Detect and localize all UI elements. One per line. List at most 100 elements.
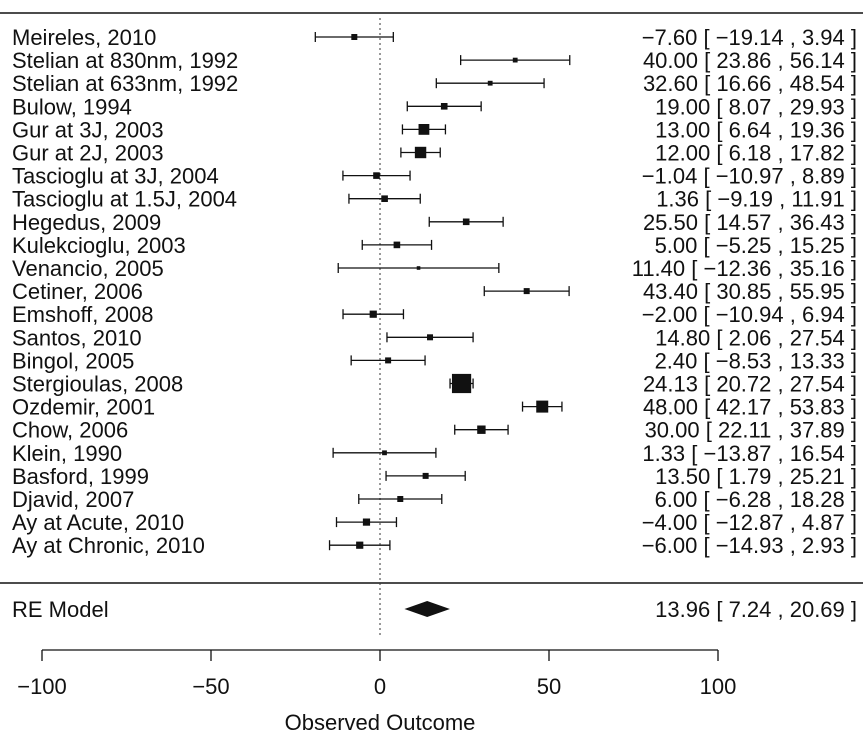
ci-value-text: 11.40 [ −12.36 , 35.16 ] [632,256,857,281]
ci-value-text: 1.33 [ −13.87 , 16.54 ] [642,441,857,466]
study-row: Stergioulas, 2008 24.13 [ 20.72 , 27.54 ] [12,372,857,397]
study-row: Bulow, 1994 19.00 [ 8.07 , 29.93 ] [12,94,857,119]
study-row: Santos, 2010 14.80 [ 2.06 , 27.54 ] [12,325,857,350]
study-label: Ay at Acute, 2010 [12,510,184,535]
ci-value-text: −7.60 [ −19.14 , 3.94 ] [642,25,857,50]
study-label: Hegedus, 2009 [12,210,161,235]
point-estimate [385,357,392,364]
point-estimate [440,103,448,110]
study-row: Tascioglu at 3J, 2004 −1.04 [ −10.97 , 8.… [12,164,857,189]
study-row: Gur at 3J, 2003 13.00 [ 6.64 , 19.36 ] [12,117,857,142]
point-estimate [422,472,429,479]
ci-value-text: 1.36 [ −9.19 , 11.91 ] [656,187,857,212]
x-axis: −100 −50 0 50 100 [17,649,737,699]
study-label: Tascioglu at 1.5J, 2004 [12,187,237,212]
study-rows: Meireles, 2010 −7.60 [ −19.14 , 3.94 ]Ste… [12,25,857,558]
study-row: Cetiner, 2006 43.40 [ 30.85 , 55.95 ] [12,279,857,304]
summary-row: RE Model 13.96 [ 7.24 , 20.69 ] [12,597,857,622]
study-label: Stelian at 633nm, 1992 [12,71,238,96]
study-row: Kulekcioglu, 2003 5.00 [ −5.25 , 15.25 ] [12,233,857,258]
x-tick-label: −50 [192,674,229,699]
ci-value-text: 25.50 [ 14.57 , 36.43 ] [643,210,857,235]
ci-value-text: 24.13 [ 20.72 , 27.54 ] [643,372,857,397]
study-label: Venancio, 2005 [12,256,164,281]
study-row: Ay at Chronic, 2010 −6.00 [ −14.93 , 2.93… [12,533,857,558]
point-estimate [393,241,401,249]
study-row: Venancio, 2005 11.40 [ −12.36 , 35.16 ] [12,256,857,281]
study-row: Hegedus, 2009 25.50 [ 14.57 , 36.43 ] [12,210,857,235]
study-label: Djavid, 2007 [12,487,134,512]
ci-value-text: 5.00 [ −5.25 , 15.25 ] [655,233,857,258]
x-tick-label: 0 [374,674,386,699]
study-label: Meireles, 2010 [12,25,156,50]
study-label: Gur at 2J, 2003 [12,141,164,166]
x-axis-label: Observed Outcome [285,710,476,735]
point-estimate [382,450,387,456]
study-label: Basford, 1999 [12,464,149,489]
point-estimate [362,518,371,526]
point-estimate [397,496,404,502]
study-row: Stelian at 633nm, 1992 32.60 [ 16.66 , 48… [12,71,857,96]
ci-value-text: −4.00 [ −12.87 , 4.87 ] [642,510,857,535]
study-label: Stergioulas, 2008 [12,372,183,397]
study-row: Klein, 1990 1.33 [ −13.87 , 16.54 ] [12,441,857,466]
ci-value-text: 12.00 [ 6.18 , 17.82 ] [655,141,857,166]
ci-value-text: 40.00 [ 23.86 , 56.14 ] [643,48,857,73]
study-row: Emshoff, 2008 −2.00 [ −10.94 , 6.94 ] [12,302,857,327]
summary-label: RE Model [12,597,109,622]
study-row: Ozdemir, 2001 48.00 [ 42.17 , 53.83 ] [12,395,857,420]
study-label: Ozdemir, 2001 [12,395,155,420]
study-label: Emshoff, 2008 [12,302,153,327]
ci-value-text: 48.00 [ 42.17 , 53.83 ] [643,395,857,420]
study-row: Stelian at 830nm, 1992 40.00 [ 23.86 , 56… [12,48,857,73]
study-row: Bingol, 2005 2.40 [ −8.53 , 13.33 ] [12,348,857,373]
point-estimate [351,34,358,40]
study-row: Tascioglu at 1.5J, 2004 1.36 [ −9.19 , 11… [12,187,857,212]
ci-value-text: −2.00 [ −10.94 , 6.94 ] [642,302,857,327]
ci-value-text: 43.40 [ 30.85 , 55.95 ] [643,279,857,304]
point-estimate [416,266,421,270]
study-label: Bingol, 2005 [12,348,134,373]
study-label: Santos, 2010 [12,325,142,350]
study-label: Ay at Chronic, 2010 [12,533,205,558]
study-row: Meireles, 2010 −7.60 [ −19.14 , 3.94 ] [12,25,857,50]
x-tick-label: 50 [537,674,561,699]
ci-value-text: 19.00 [ 8.07 , 29.93 ] [655,94,857,119]
ci-value-text: 30.00 [ 22.11 , 37.89 ] [645,418,857,443]
study-row: Djavid, 2007 6.00 [ −6.28 , 18.28 ] [12,487,857,512]
point-estimate [356,541,364,549]
point-estimate [381,195,388,202]
study-label: Kulekcioglu, 2003 [12,233,186,258]
study-row: Basford, 1999 13.50 [ 1.79 , 25.21 ] [12,464,857,489]
study-label: Cetiner, 2006 [12,279,143,304]
ci-value-text: 13.00 [ 6.64 , 19.36 ] [655,117,857,142]
ci-value-text: 6.00 [ −6.28 , 18.28 ] [655,487,857,512]
study-label: Klein, 1990 [12,441,122,466]
ci-value-text: −1.04 [ −10.97 , 8.89 ] [642,164,857,189]
point-estimate [477,425,486,434]
point-estimate [418,124,430,135]
study-label: Stelian at 830nm, 1992 [12,48,238,73]
study-row: Chow, 2006 30.00 [ 22.11 , 37.89 ] [12,418,857,443]
ci-value-text: 32.60 [ 16.66 , 48.54 ] [643,71,857,96]
point-estimate [414,146,427,159]
x-tick-label: 100 [700,674,737,699]
study-label: Tascioglu at 3J, 2004 [12,164,219,189]
point-estimate [536,400,549,413]
study-label: Gur at 3J, 2003 [12,117,164,142]
study-row: Ay at Acute, 2010 −4.00 [ −12.87 , 4.87 ] [12,510,857,535]
study-label: Bulow, 1994 [12,94,132,119]
ci-value-text: 2.40 [ −8.53 , 13.33 ] [655,348,857,373]
point-estimate [462,218,470,226]
point-estimate [451,373,472,394]
ci-value-text: 13.50 [ 1.79 , 25.21 ] [655,464,857,489]
point-estimate [487,80,493,86]
study-label: Chow, 2006 [12,418,128,443]
point-estimate [369,310,377,318]
ci-value-text: 14.80 [ 2.06 , 27.54 ] [655,325,857,350]
point-estimate [373,172,380,179]
x-tick-label: −100 [17,674,67,699]
point-estimate [523,288,530,295]
ci-value-text: −6.00 [ −14.93 , 2.93 ] [642,533,857,558]
